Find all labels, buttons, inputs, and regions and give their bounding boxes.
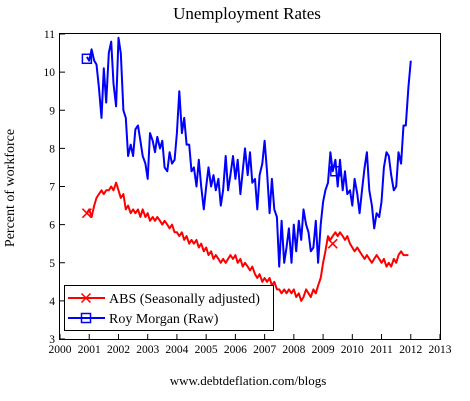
x-tick-label: 2001: [78, 344, 101, 356]
source-credit: www.debtdeflation.com/blogs: [170, 373, 327, 388]
series-layer: [81, 36, 412, 302]
legend-item-roy-morgan: Roy Morgan (Raw): [68, 312, 219, 327]
y-tick-label: 9: [49, 105, 55, 117]
chart-title: Unemployment Rates: [173, 4, 321, 23]
x-tick-label: 2003: [136, 344, 159, 356]
y-tick-label: 4: [49, 296, 55, 308]
legend-item-abs: ABS (Seasonally adjusted): [68, 292, 260, 307]
data-point-marker-roy-morgan: [81, 53, 93, 65]
x-tick-label: 2012: [399, 344, 422, 356]
y-tick-label: 11: [44, 29, 55, 41]
legend-roy-morgan-square-marker-icon: [80, 312, 92, 324]
y-tick-label: 7: [49, 182, 55, 194]
x-tick-label: 2006: [224, 344, 247, 356]
data-point-marker-roy-morgan: [330, 166, 341, 177]
y-tick-label: 3: [49, 334, 55, 346]
y-tick-label: 8: [49, 143, 55, 155]
series-line-abs: [86, 181, 409, 302]
x-tick-label: 2007: [253, 344, 276, 356]
legend-abs-label: ABS (Seasonally adjusted): [109, 292, 260, 307]
y-axis-label: Percent of workforce: [3, 129, 18, 247]
series-line-roy-morgan: [86, 36, 412, 268]
x-tick-label: 2005: [195, 344, 218, 356]
x-tick-label: 2010: [341, 344, 364, 356]
axis-ticks: 2000 2001 2002 2003 2004 2005 2006 2007 2008 2009…: [44, 29, 452, 356]
x-tick-label: 2013: [429, 344, 452, 356]
x-tick-label: 2009: [312, 344, 335, 356]
x-tick-label: 2000: [49, 344, 72, 356]
x-tick-label: 2011: [370, 344, 393, 356]
legend-box: [64, 285, 274, 331]
x-tick-label: 2004: [165, 344, 188, 356]
x-tick-label: 2008: [282, 344, 305, 356]
data-point-marker-abs: [327, 238, 338, 249]
y-tick-label: 10: [44, 67, 56, 79]
legend: ABS (Seasonally adjusted) Roy Morgan (Ra…: [64, 285, 274, 331]
y-tick-label: 5: [49, 258, 55, 270]
data-point-marker-abs: [81, 208, 92, 219]
x-tick-label: 2002: [107, 344, 130, 356]
plot-frame: [59, 33, 441, 340]
legend-roy-morgan-label: Roy Morgan (Raw): [109, 312, 219, 327]
y-tick-label: 6: [49, 220, 55, 232]
legend-abs-x-marker-icon: [80, 292, 92, 304]
